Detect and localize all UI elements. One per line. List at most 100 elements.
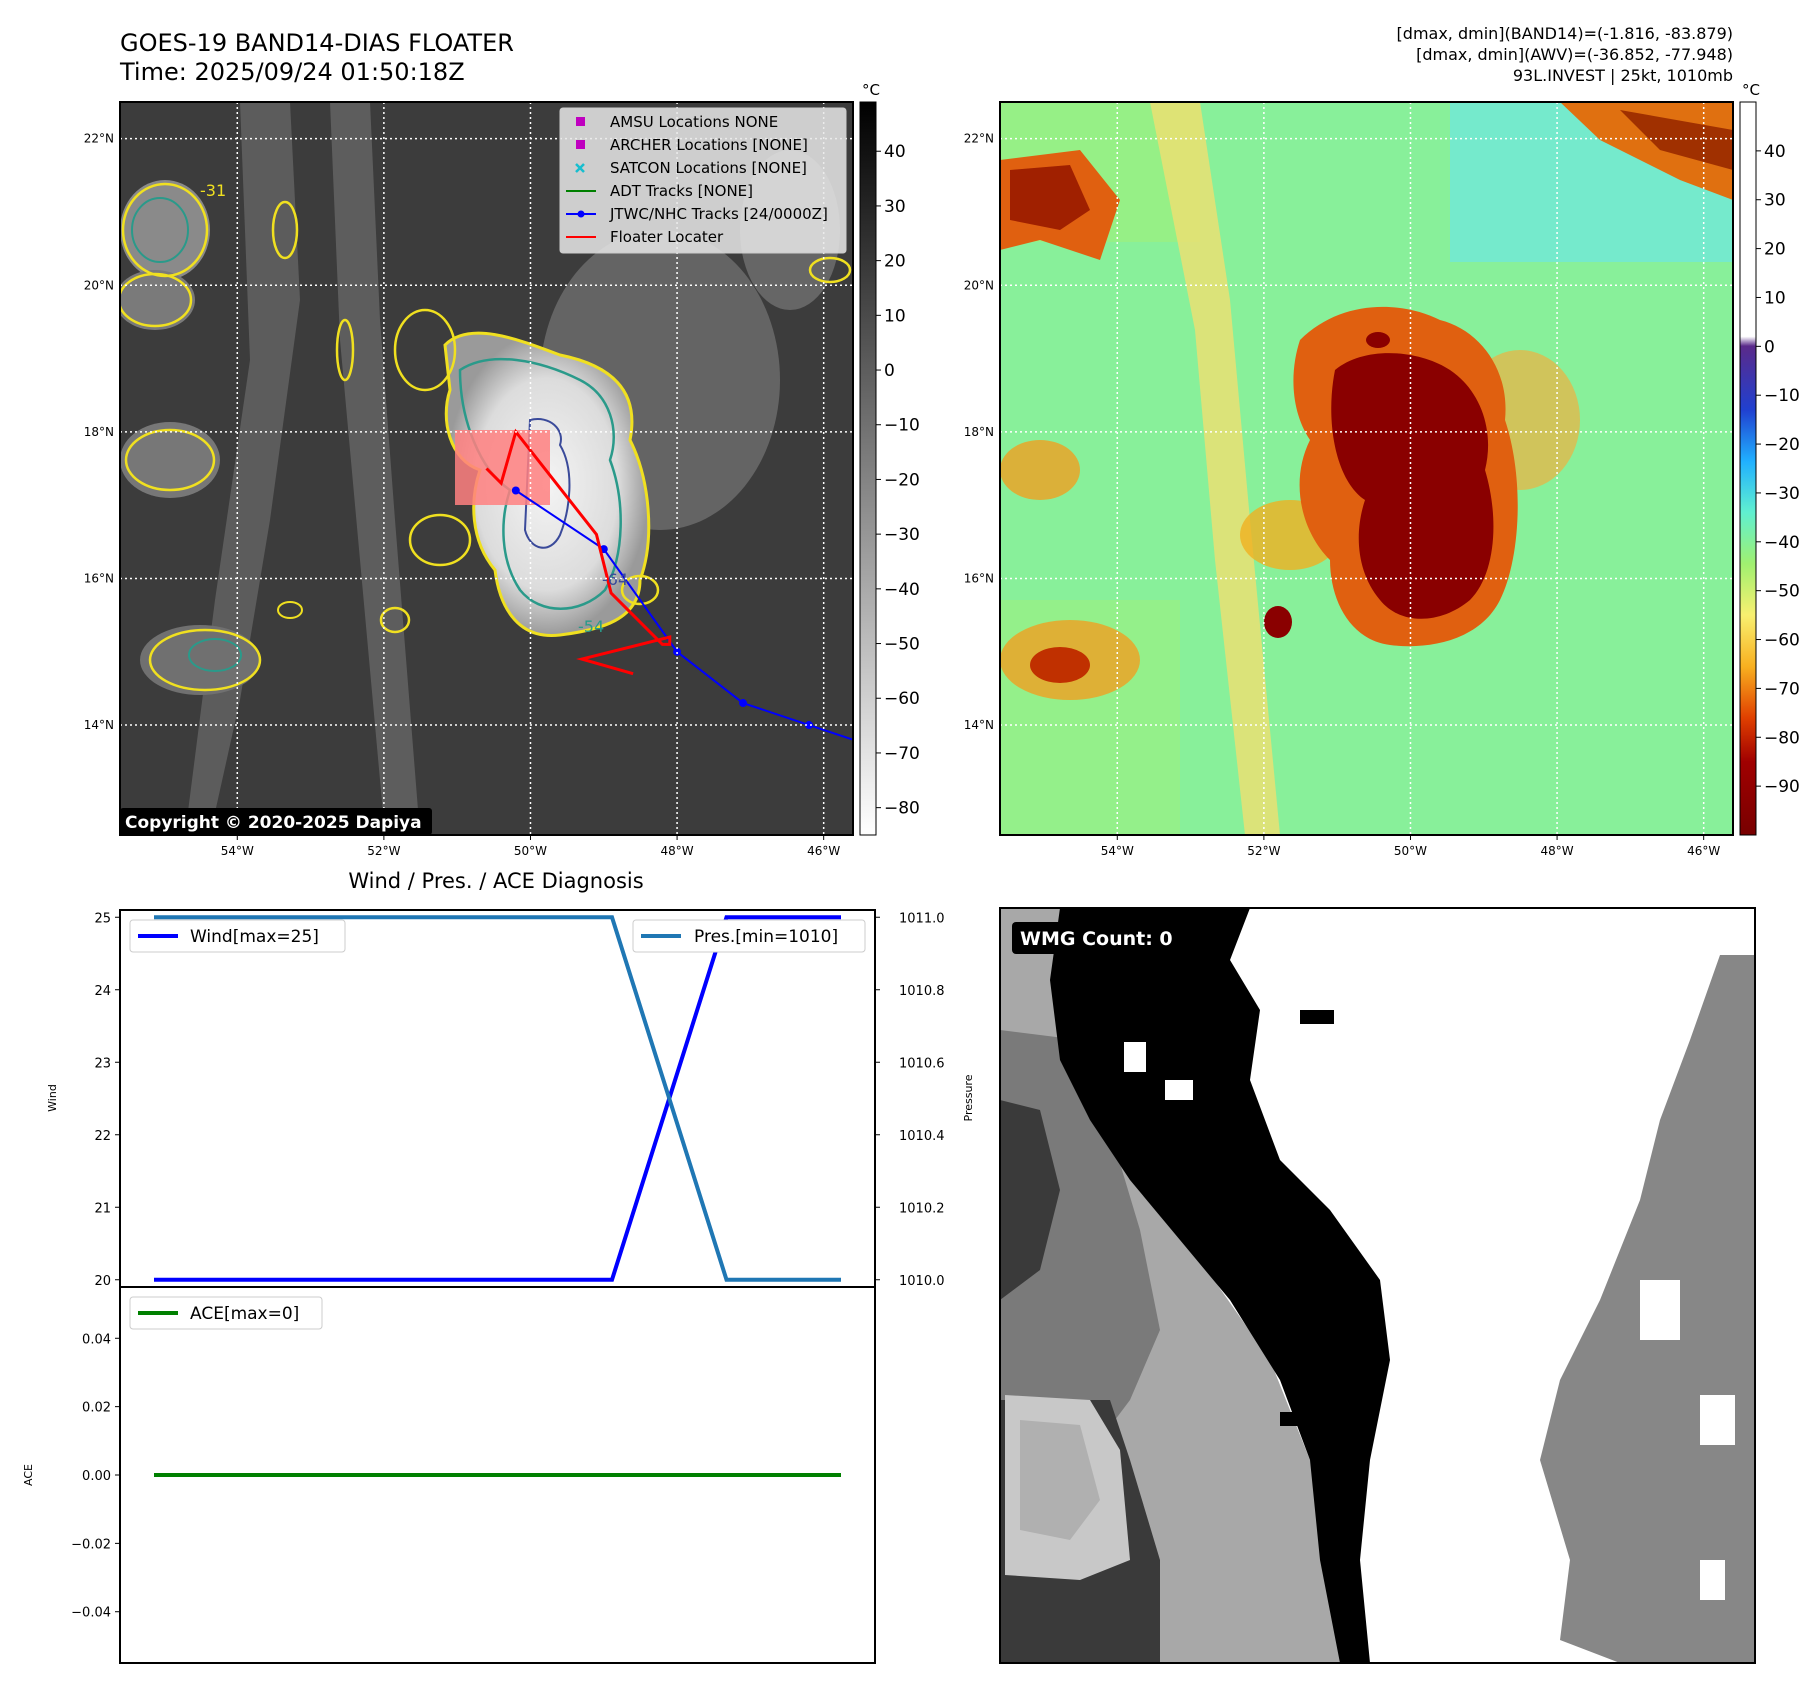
colorbar-tick-label: 40 [1764,142,1786,162]
pressure-ytick-label: 1010.6 [899,1056,945,1071]
wind-ytick-label: 20 [94,1274,111,1289]
jtwc-track-point [511,486,520,495]
band14-map: -31 -54 -64 AMSU Locations NONE ARCHER Lo… [84,101,854,858]
lon-tick-label: 50°W [1394,844,1427,858]
cloud-cluster-nw [120,180,210,280]
wind-legend [129,919,346,953]
awv-colorbar-unit: °C [1742,81,1760,99]
colorbar-tick-label: −70 [884,744,920,764]
pressure-series-line [154,915,841,1282]
copyright-badge [120,808,432,835]
contour-sw-inner [188,638,242,672]
lon-tick-label: 48°W [661,844,694,858]
info-storm: 93L.INVEST | 25kt, 1010mb [1513,66,1733,85]
awv-map: 54°W 52°W 50°W 48°W 46°W 22°N 20°N 18°N 16°N 14°N [964,101,1734,858]
colorbar-tick-label: 30 [884,197,906,217]
lon-tick-label: 52°W [1247,844,1280,858]
wmg-count-label: WMG Count: 0 [1020,928,1173,950]
ace-ytick-label: −0.04 [71,1606,111,1621]
colorbar-tick-label: 10 [884,306,906,326]
wind-pressure-chart: 25 24 23 22 21 20 1011.0 1010.8 1010.6 1010.4 1010… [46,909,975,1289]
legend-label: ADT Tracks [NONE] [610,182,753,200]
ace-chart: 0.04 0.02 0.00 −0.02 −0.04 ACE ACE[max=0] [22,1286,876,1664]
ace-ytick-label: 0.02 [82,1401,111,1416]
pressure-ylabel: Pressure [962,1074,975,1121]
lat-tick-label: 20°N [84,278,114,292]
wmg-black-band [1050,908,1390,1663]
ace-ytick-label: 0.00 [82,1469,111,1484]
cloud-cluster-w [120,270,195,330]
band14-axis-labels: 54°W 52°W 50°W 48°W 46°W 22°N 20°N 18°N 16°N 14°N [84,132,841,858]
lat-tick-label: 22°N [84,132,114,146]
info-awv: [dmax, dmin](AWV)=(-36.852, -77.948) [1416,45,1733,64]
colorbar-tick-label: 10 [1764,288,1786,308]
colorbar-tick-label: −60 [884,689,920,709]
figure-title: GOES-19 BAND14-DIAS FLOATER [120,29,514,57]
legend-marker-dot [577,210,585,218]
legend-label: JTWC/NHC Tracks [24/0000Z] [609,205,828,223]
info-band14: [dmax, dmin](BAND14)=(-1.816, -83.879) [1397,24,1733,43]
map-legend: AMSU Locations NONE ARCHER Locations [NON… [559,107,847,254]
wmg-panel: WMG Count: 0 [999,907,1756,1664]
lat-tick-label: 14°N [84,718,114,732]
contour-ne [808,256,852,284]
awv-dry-band-central [1150,102,1280,835]
awv-dry-spot [1264,606,1292,638]
contour-storm-w [408,513,472,567]
wmg-frame [999,907,1756,1664]
pressure-ytick-label: 1010.0 [899,1274,945,1289]
pressure-ytick-label: 1010.8 [899,984,945,999]
lat-tick-label: 16°N [964,571,994,585]
colorbar-tick-label: −30 [1764,484,1800,504]
contour-nw-inner [131,197,189,263]
awv-axis-labels: 54°W 52°W 50°W 48°W 46°W 22°N 20°N 18°N 16°N 14°N [964,132,1721,858]
colorbar-tick-label: −20 [884,470,920,490]
colorbar-tick-label: 0 [1764,337,1775,357]
lat-tick-label: 14°N [964,718,994,732]
cloud-cluster-w2 [120,422,220,498]
colorbar-tick-label: −90 [1764,777,1800,797]
jtwc-track-point [739,699,748,708]
contour-band-2 [335,318,355,382]
colorbar-tick-label: −60 [1764,631,1800,651]
colorbar-tick-label: −10 [884,416,920,436]
legend-marker-square [576,117,585,126]
ace-ytick-label: 0.04 [82,1332,111,1347]
legend-label: ARCHER Locations [NONE] [610,136,808,154]
band14-colorbar: °C 40 30 20 10 0 −10 −20 −30 −40 −50 −60 −70 −80 [859,81,920,836]
lon-tick-label: 48°W [1541,844,1574,858]
ace-ytick-label: −0.02 [71,1537,111,1552]
lon-tick-label: 50°W [514,844,547,858]
wind-ytick-label: 23 [94,1056,111,1071]
legend-marker-square [576,140,585,149]
floater-track-line [485,428,672,676]
awv-colorbar: °C 40 30 20 10 0 −10 −20 −30 −40 −50 −60 −70 −80 −90 [1739,81,1800,836]
contour-band [271,200,299,260]
colorbar-tick-label: −40 [1764,533,1800,553]
cloud-band-central [330,102,420,835]
legend-marker-x [575,163,585,173]
wind-ytick-label: 22 [94,1129,111,1144]
contour-label-b: -54 [578,617,604,636]
lon-tick-label: 54°W [221,844,254,858]
ace-ylabel: ACE [22,1464,35,1486]
figure-timestamp: Time: 2025/09/24 01:50:18Z [119,58,465,86]
contour-storm-nw [393,308,457,392]
lon-tick-label: 46°W [807,844,840,858]
jtwc-track-point [673,647,682,656]
contour-label-c: -64 [602,570,628,589]
colorbar-tick-label: −30 [884,525,920,545]
contour-sw [148,628,262,692]
floater-locater-box [455,430,550,505]
contour-w [120,272,193,328]
pressure-ytick-label: 1010.4 [899,1129,945,1144]
jtwc-track-line [515,489,853,741]
colorbar-tick-label: 0 [884,361,895,381]
wind-legend-label: Wind[max=25] [190,927,319,947]
pressure-ytick-label: 1010.2 [899,1201,945,1216]
contour-storm-se [620,574,660,606]
diagnosis-title: Wind / Pres. / ACE Diagnosis [348,869,643,893]
ace-legend-label: ACE[max=0] [190,1304,299,1324]
wind-ylabel: Wind [46,1084,59,1112]
